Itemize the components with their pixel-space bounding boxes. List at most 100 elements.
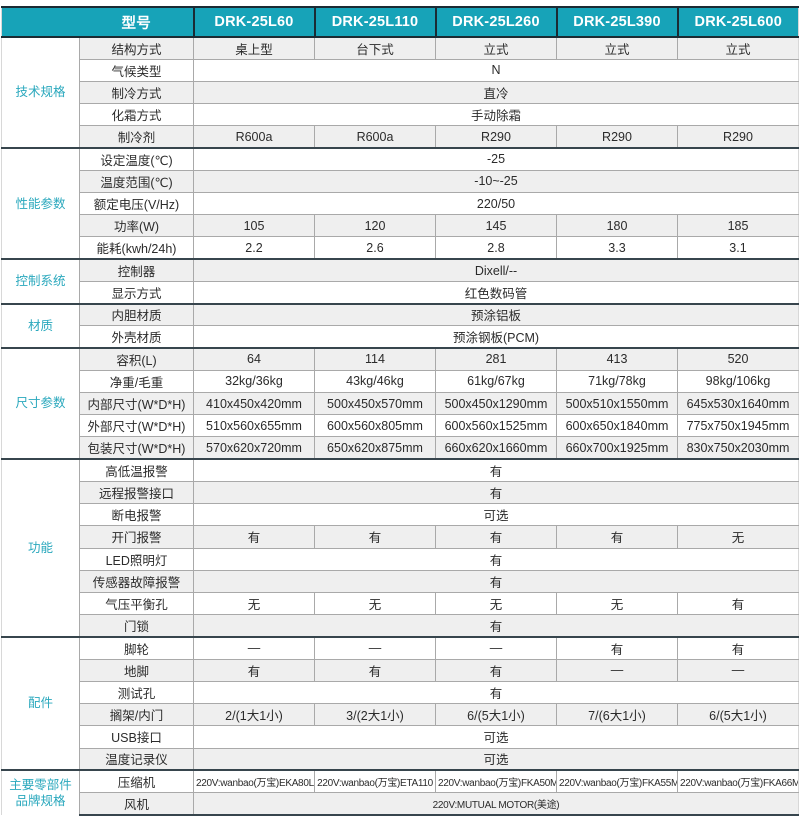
value-cell: 410x450x420mm [193, 391, 315, 415]
value-cell: 桌上型 [193, 35, 315, 60]
value-cell: 600x560x1525mm [435, 414, 557, 437]
value-cell: 220V:wanbao(万宝)FKA50ML [435, 769, 557, 793]
value-cell: 3/(2大1小) [314, 703, 436, 726]
value-cell: 660x620x1660mm [435, 436, 557, 460]
value-cell: 105 [193, 214, 315, 237]
value-cell: 无 [556, 591, 678, 615]
table-row: 技术规格 结构方式 桌上型 台下式 立式 立式 立式 [1, 35, 799, 149]
merged-value-cell: 红色数码管 [193, 280, 799, 304]
value-cell: — [193, 635, 315, 660]
value-cell: R290 [677, 125, 799, 149]
value-cell: R290 [435, 125, 557, 149]
value-cell: 有 [193, 658, 315, 682]
row-label-cell: 设定温度(℃) [79, 147, 194, 171]
row-label-cell: 额定电压(V/Hz) [79, 192, 194, 215]
value-cell: 500x450x570mm [314, 391, 436, 415]
value-cell: 43kg/46kg [314, 369, 436, 393]
merged-value-cell: 有 [193, 569, 799, 593]
row-label-cell: 功率(W) [79, 214, 194, 237]
header-row: 型号 DRK-25L60 DRK-25L110 DRK-25L260 DRK-25L3… [1, 6, 799, 38]
table-row: 包装尺寸(W*D*H) 570x620x720mm 650x620x875mm 660… [2, 436, 799, 460]
row-label-cell: 高低温报警 [79, 458, 194, 482]
value-cell: 有 [193, 525, 315, 549]
row-label-cell: 化霜方式 [79, 103, 194, 126]
table-row: 功能 高低温报警有 [1, 458, 799, 637]
row-label-cell: 内部尺寸(W*D*H) [79, 391, 194, 415]
table-row: 外部尺寸(W*D*H) 510x560x655mm 600x560x805mm 600… [2, 414, 799, 437]
row-label-cell: 温度范围(℃) [79, 169, 194, 193]
value-cell: 220V:wanbao(万宝)FKA55ML [556, 769, 678, 793]
value-cell: 61kg/67kg [435, 369, 557, 393]
table-row: 主要零部件品牌规格 压缩机 220V:wanbao(万宝)EKA80L 220V:wa… [1, 769, 799, 815]
row-label-cell: 搁架/内门 [79, 703, 194, 726]
row-label-cell: 开门报警 [79, 525, 194, 549]
table-row: 显示方式 红色数码管 [2, 280, 799, 304]
model-header-cell: DRK-25L110 [313, 6, 436, 38]
value-cell: 3.1 [677, 236, 799, 260]
table-row: 控制系统 控制器 Dixell/-- [1, 258, 799, 304]
value-cell: 有 [556, 525, 678, 549]
value-cell: 7/(6大1小) [556, 703, 678, 726]
value-cell: R600a [314, 125, 436, 149]
table-row: 开门报警有有有有无 [2, 525, 799, 549]
category-cell: 材质 [1, 302, 80, 349]
model-label-header: 型号 [1, 6, 194, 38]
value-cell: 有 [677, 591, 799, 615]
table-row: 材质 内胆材质 预涂铝板 [1, 302, 799, 349]
value-cell: 有 [556, 635, 678, 660]
model-header-cell: DRK-25L600 [676, 6, 799, 38]
value-cell: — [314, 635, 436, 660]
value-cell: 660x700x1925mm [556, 436, 678, 460]
row-label-cell: 制冷方式 [79, 80, 194, 104]
row-label-cell: 风机 [79, 791, 194, 816]
value-cell: 114 [314, 347, 436, 371]
merged-value-cell: -10~-25 [193, 169, 799, 193]
value-cell: 32kg/36kg [193, 369, 315, 393]
row-label-cell: 断电报警 [79, 503, 194, 526]
category-cell: 技术规格 [1, 35, 80, 149]
table-row: 化霜方式 手动除霜 [2, 103, 799, 126]
value-cell: — [677, 658, 799, 682]
table-row: 断电报警 可选 [2, 503, 799, 526]
value-cell: 145 [435, 214, 557, 237]
model-header-cell: DRK-25L390 [555, 6, 678, 38]
merged-value-cell: Dixell/-- [193, 258, 799, 282]
value-cell: 220V:wanbao(万宝)ETA110 [314, 769, 436, 793]
merged-value-cell: 可选 [193, 747, 799, 771]
merged-value-cell: 预涂钢板(PCM) [193, 325, 799, 349]
table-row: 配件 脚轮 — — — 有有 [1, 635, 799, 771]
value-cell: R290 [556, 125, 678, 149]
value-cell: 6/(5大1小) [435, 703, 557, 726]
value-cell: 无 [677, 525, 799, 549]
category-cell: 主要零部件品牌规格 [1, 769, 80, 815]
value-cell: 650x620x875mm [314, 436, 436, 460]
table-row: 远程报警接口有 [2, 480, 799, 504]
value-cell: 520 [677, 347, 799, 371]
table-row: 温度范围(℃) -10~-25 [2, 169, 799, 193]
table-row: 温度记录仪 可选 [2, 747, 799, 771]
row-label-cell: 控制器 [79, 258, 194, 282]
table-row: USB接口 可选 [2, 725, 799, 748]
value-cell: 120 [314, 214, 436, 237]
merged-value-cell: 手动除霜 [193, 103, 799, 126]
row-label-cell: 包装尺寸(W*D*H) [79, 436, 194, 460]
merged-value-cell: 220/50 [193, 192, 799, 215]
value-cell: 6/(5大1小) [677, 703, 799, 726]
value-cell: 有 [677, 635, 799, 660]
value-cell: 281 [435, 347, 557, 371]
merged-value-cell: 有 [193, 547, 799, 571]
row-label-cell: 结构方式 [79, 35, 194, 60]
row-label-cell: LED照明灯 [79, 547, 194, 571]
table-row: 测试孔有 [2, 680, 799, 704]
row-label-cell: 气候类型 [79, 58, 194, 82]
table-row: 搁架/内门 2/(1大1小) 3/(2大1小) 6/(5大1小) 7/(6大1小) 6/(… [2, 703, 799, 726]
value-cell: 645x530x1640mm [677, 391, 799, 415]
row-label-cell: 测试孔 [79, 680, 194, 704]
value-cell: 570x620x720mm [193, 436, 315, 460]
value-cell: 有 [435, 658, 557, 682]
value-cell: 无 [435, 591, 557, 615]
value-cell: 185 [677, 214, 799, 237]
merged-value-cell: N [193, 58, 799, 82]
merged-value-cell: 直冷 [193, 80, 799, 104]
